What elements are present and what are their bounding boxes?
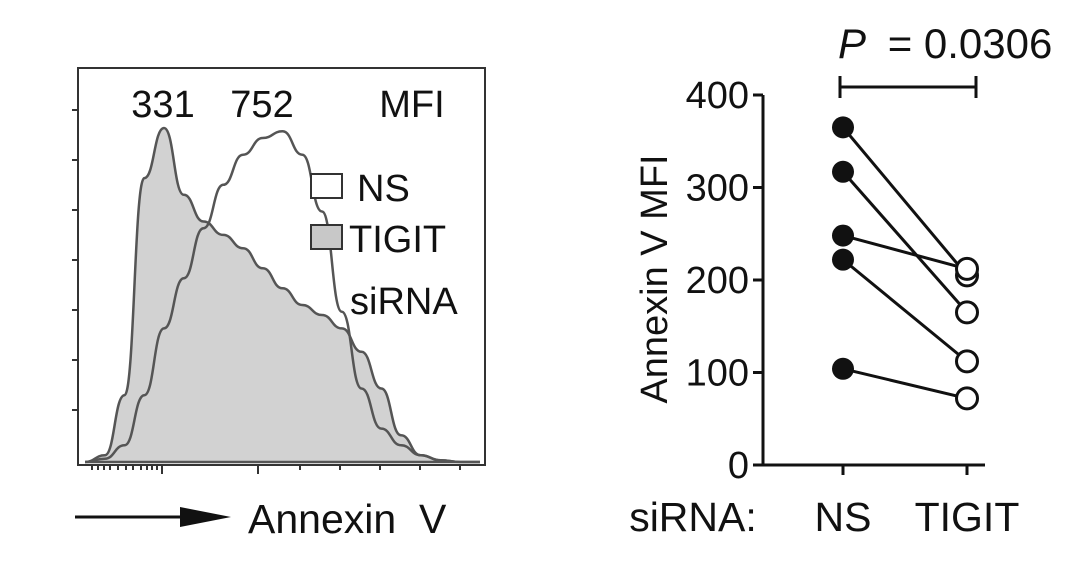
y-tick-label: 100 [686, 353, 749, 395]
pair-line-5 [842, 367, 968, 400]
ns-point-4 [832, 248, 854, 271]
mfi-value-tigit: 331 [131, 84, 194, 126]
p-value-text: = 0.0306 [888, 20, 1053, 67]
histogram-tick-marks [72, 109, 461, 474]
dotplot-pair-lines [841, 126, 969, 400]
tigit-histogram-curve [84, 126, 480, 464]
p-value-annotation: P = 0.0306 [838, 20, 1052, 67]
tigit-point-5 [955, 386, 979, 411]
ns-point-1 [832, 116, 854, 139]
mfi-header: MFI [379, 84, 444, 126]
legend-label-tigit: TIGIT [349, 219, 446, 261]
legend-label-ns: NS [357, 168, 410, 210]
category-label-ns: NS [815, 494, 872, 540]
mfi-value-ns: 752 [230, 84, 293, 126]
tigit-point-3 [955, 256, 979, 281]
x-axis-arrow [75, 507, 231, 527]
tigit-point-4 [955, 349, 979, 374]
dotplot-panel: 0 100 200 300 400 Annexin V MFI siRNA: NS TI… [629, 20, 1052, 540]
dotplot-points [832, 116, 979, 411]
y-axis-label: Annexin V MFI [634, 154, 676, 403]
y-tick-label: 400 [686, 75, 749, 117]
pair-line-4 [842, 258, 968, 363]
ns-point-2 [832, 160, 854, 183]
ns-point-3 [832, 224, 854, 247]
y-tick-label: 300 [686, 168, 749, 210]
histogram-panel: 331 752 MFI NS TIGIT siRNA Annexin V [72, 67, 486, 542]
tigit-point-2 [955, 300, 979, 325]
p-symbol: P [838, 20, 866, 67]
pair-line-1 [841, 126, 969, 277]
legend-swatch-tigit [310, 224, 343, 250]
pair-line-3 [842, 234, 968, 271]
category-label-tigit: TIGIT [915, 494, 1020, 540]
significance-bracket [838, 76, 978, 98]
histogram-legend: NS TIGIT siRNA [310, 168, 458, 323]
pair-line-2 [841, 170, 969, 314]
y-tick-label: 200 [686, 260, 749, 302]
dotplot-axes: 0 100 200 300 400 [686, 75, 985, 487]
legend-swatch-ns [310, 173, 343, 199]
x-axis-prefix-label: siRNA: [629, 494, 757, 540]
ns-point-5 [832, 357, 854, 380]
ns-histogram-curve [84, 130, 480, 464]
legend-label-sirna: siRNA [350, 281, 458, 323]
histogram-x-axis-label: Annexin V [248, 496, 447, 542]
y-tick-label: 0 [728, 445, 749, 487]
